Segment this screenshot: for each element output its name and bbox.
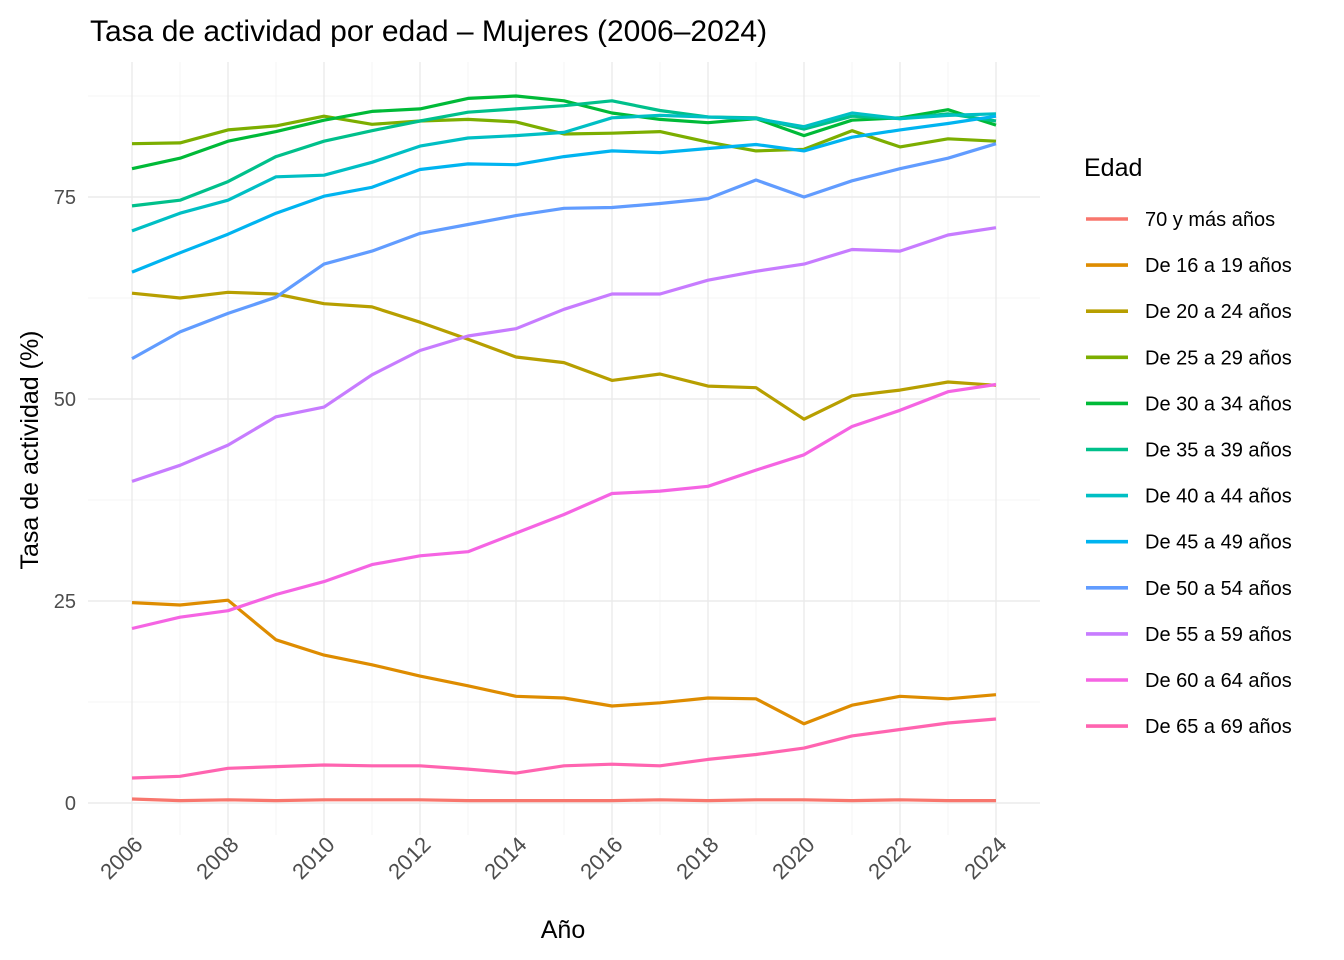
series-line xyxy=(131,142,997,360)
series-line xyxy=(131,226,997,483)
legend-label: De 40 a 44 años xyxy=(1145,486,1292,508)
y-tick-label: 25 xyxy=(54,591,76,613)
series-line xyxy=(131,598,997,726)
y-tick-label: 50 xyxy=(54,389,76,411)
legend-label: De 16 a 19 años xyxy=(1145,255,1292,277)
y-axis-title: Tasa de actividad (%) xyxy=(16,330,44,569)
x-axis-title: Año xyxy=(541,916,585,944)
series-lines xyxy=(131,94,997,803)
series-line xyxy=(131,797,996,803)
gridlines xyxy=(88,62,1040,835)
legend-label: 70 y más años xyxy=(1145,209,1275,231)
legend-label: De 45 a 49 años xyxy=(1145,532,1292,554)
series-line xyxy=(131,94,997,171)
legend-label: De 50 a 54 años xyxy=(1145,578,1292,600)
series-line xyxy=(131,114,997,274)
legend-label: De 55 a 59 años xyxy=(1145,624,1292,646)
series-line xyxy=(131,99,997,208)
series-line xyxy=(131,382,997,631)
legend-label: De 35 a 39 años xyxy=(1145,440,1292,462)
legend-label: De 60 a 64 años xyxy=(1145,670,1292,692)
y-tick-label: 75 xyxy=(54,187,76,209)
series-line xyxy=(131,111,997,233)
legend: 70 y más años De 16 a 19 años De 20 a 24 a… xyxy=(1086,209,1292,738)
legend-title: Edad xyxy=(1084,154,1142,182)
legend-label: De 30 a 34 años xyxy=(1145,393,1292,415)
series-line xyxy=(131,290,997,421)
series-line xyxy=(131,717,997,780)
chart-title: Tasa de actividad por edad – Mujeres (20… xyxy=(90,15,767,48)
legend-label: De 65 a 69 años xyxy=(1145,716,1292,738)
legend-label: De 25 a 29 años xyxy=(1145,347,1292,369)
legend-label: De 20 a 24 años xyxy=(1145,301,1292,323)
y-tick-label: 0 xyxy=(65,793,76,815)
y-axis-ticks: 0 25 50 75 xyxy=(54,187,76,815)
